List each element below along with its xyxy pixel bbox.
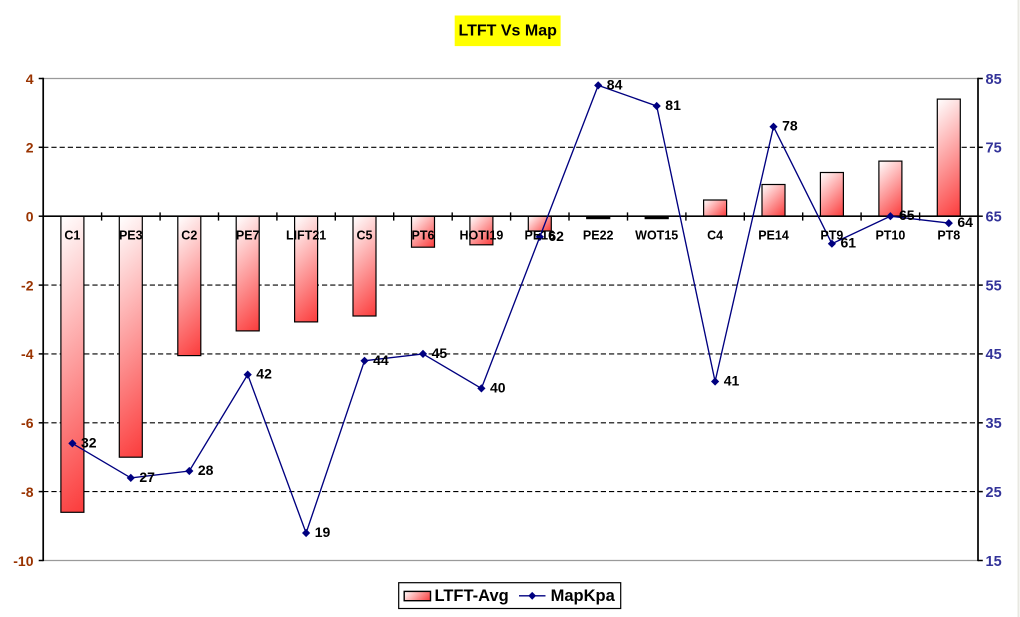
svg-text:28: 28 — [198, 462, 214, 478]
svg-text:2: 2 — [26, 140, 34, 156]
svg-text:PT10: PT10 — [875, 229, 905, 243]
svg-text:C5: C5 — [357, 229, 373, 243]
svg-text:27: 27 — [139, 469, 155, 485]
svg-text:15: 15 — [986, 554, 1002, 570]
svg-text:0: 0 — [26, 209, 34, 225]
svg-text:64: 64 — [957, 214, 973, 230]
svg-text:44: 44 — [373, 352, 389, 368]
svg-text:35: 35 — [986, 416, 1002, 432]
svg-text:65: 65 — [986, 210, 1002, 226]
svg-text:C4: C4 — [707, 229, 723, 243]
svg-text:78: 78 — [782, 118, 798, 134]
svg-text:C2: C2 — [181, 229, 197, 243]
svg-text:-8: -8 — [21, 484, 34, 500]
svg-text:40: 40 — [490, 379, 506, 395]
svg-text:81: 81 — [665, 97, 681, 113]
svg-text:-4: -4 — [21, 346, 34, 362]
svg-text:PE22: PE22 — [583, 229, 614, 243]
svg-text:45: 45 — [986, 347, 1002, 363]
svg-text:25: 25 — [986, 485, 1002, 501]
svg-text:PT9: PT9 — [820, 229, 843, 243]
svg-text:PE7: PE7 — [236, 229, 260, 243]
svg-text:62: 62 — [548, 228, 564, 244]
svg-text:-2: -2 — [21, 277, 34, 293]
svg-text:PE14: PE14 — [758, 229, 789, 243]
svg-text:45: 45 — [432, 345, 448, 361]
svg-text:4: 4 — [26, 71, 34, 87]
svg-text:19: 19 — [315, 524, 331, 540]
svg-text:42: 42 — [256, 366, 272, 382]
svg-text:PT6: PT6 — [412, 229, 435, 243]
svg-text:85: 85 — [986, 72, 1002, 88]
svg-text:75: 75 — [986, 141, 1002, 157]
svg-text:PT8: PT8 — [937, 229, 960, 243]
svg-text:-6: -6 — [21, 415, 34, 431]
svg-text:LTFT-Avg: LTFT-Avg — [435, 587, 509, 605]
svg-text:PE16: PE16 — [525, 229, 556, 243]
svg-text:41: 41 — [724, 373, 740, 389]
svg-text:65: 65 — [899, 207, 915, 223]
svg-text:55: 55 — [986, 278, 1002, 294]
svg-text:84: 84 — [607, 76, 623, 92]
svg-text:PE3: PE3 — [119, 229, 143, 243]
svg-text:LTFT Vs Map: LTFT Vs Map — [459, 23, 558, 40]
svg-text:LIFT21: LIFT21 — [286, 229, 326, 243]
svg-text:-10: -10 — [13, 553, 33, 569]
svg-text:C1: C1 — [64, 229, 80, 243]
svg-text:61: 61 — [841, 235, 857, 251]
svg-text:MapKpa: MapKpa — [551, 587, 616, 605]
svg-text:WOT15: WOT15 — [635, 229, 678, 243]
svg-text:HOTI19: HOTI19 — [460, 229, 504, 243]
svg-text:32: 32 — [81, 434, 97, 450]
